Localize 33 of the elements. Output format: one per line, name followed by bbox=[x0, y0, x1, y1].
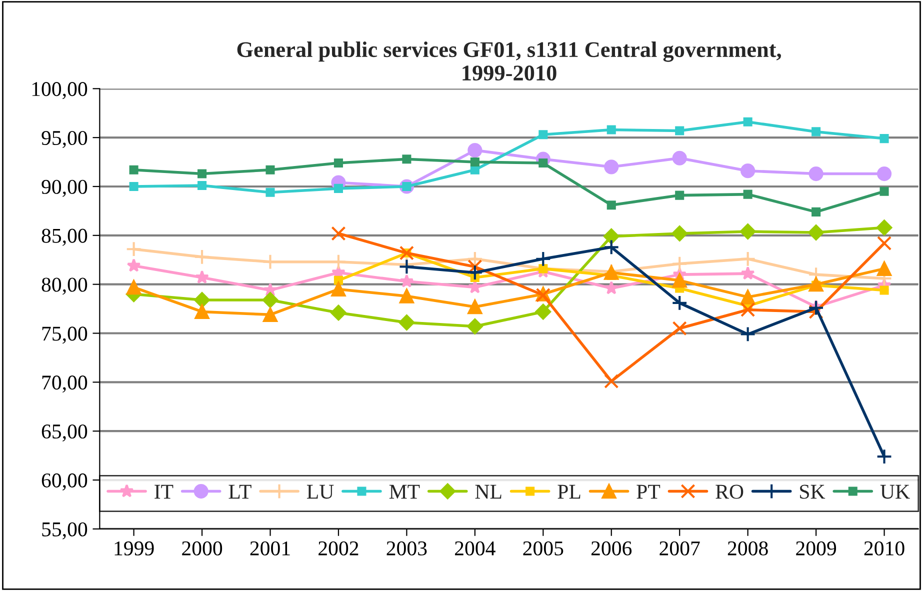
legend-label: IT bbox=[154, 484, 174, 499]
legend-label: LT bbox=[228, 484, 252, 499]
legend-label: PT bbox=[636, 484, 660, 499]
x-tick-label: 2010 bbox=[864, 541, 904, 556]
x-tick-label: 2002 bbox=[318, 541, 358, 556]
legend-label: RO bbox=[716, 484, 744, 499]
y-tick-label: 55,00 bbox=[42, 522, 88, 540]
y-tick-label: 60,00 bbox=[42, 473, 88, 490]
x-tick-label: 1999 bbox=[114, 541, 154, 556]
y-tick-label: 85,00 bbox=[42, 228, 88, 246]
chart-title: General public services GF01, s1311 Central government, 1999-2010 bbox=[237, 41, 781, 81]
legend-label: MT bbox=[389, 484, 420, 499]
y-tick-label: 75,00 bbox=[42, 326, 88, 344]
x-tick-label: 2001 bbox=[250, 541, 290, 556]
legend-label: UK bbox=[880, 484, 910, 499]
x-tick-label: 2009 bbox=[796, 541, 836, 556]
x-tick-label: 2005 bbox=[523, 541, 564, 556]
x-tick-label: 2004 bbox=[455, 541, 496, 556]
legend-label: NL bbox=[475, 484, 502, 499]
x-tick-label: 2007 bbox=[660, 541, 700, 556]
x-tick-label: 2008 bbox=[728, 541, 768, 556]
y-tick-label: 90,00 bbox=[42, 180, 88, 197]
y-tick-label: 100,00 bbox=[32, 82, 88, 100]
y-tick-label: 95,00 bbox=[42, 130, 88, 148]
legend-label: SK bbox=[800, 484, 826, 499]
x-tick-label: 2006 bbox=[591, 541, 632, 556]
x-tick-label: 2000 bbox=[182, 541, 222, 556]
y-tick-label: 70,00 bbox=[42, 376, 88, 393]
y-tick-label: 65,00 bbox=[42, 424, 88, 442]
x-tick-label: 2003 bbox=[386, 541, 427, 556]
legend-label: LU bbox=[306, 484, 334, 499]
legend-label: PL bbox=[558, 484, 580, 499]
y-tick-label: 80,00 bbox=[42, 278, 88, 295]
